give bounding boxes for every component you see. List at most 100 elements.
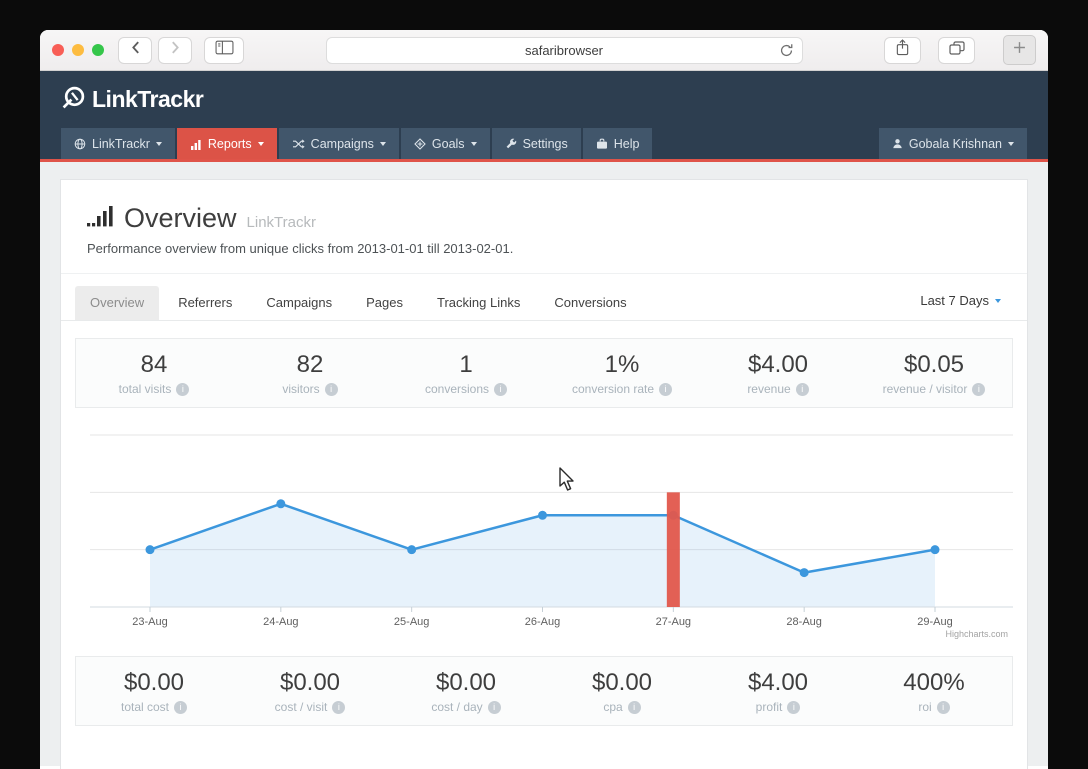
page-background: Overview LinkTrackr Performance overview… <box>40 162 1048 769</box>
address-bar[interactable]: safaribrowser <box>325 36 803 64</box>
minimize-window-button[interactable] <box>72 44 84 56</box>
user-name-label: Gobala Krishnan <box>908 136 1002 151</box>
stat-label: total cost <box>120 700 170 714</box>
info-icon[interactable]: i <box>787 700 801 714</box>
user-menu[interactable]: Gobala Krishnan <box>878 128 1027 159</box>
info-icon[interactable]: i <box>324 382 338 396</box>
nav-item-goals[interactable]: Goals <box>400 128 490 159</box>
nav-item-settings[interactable]: Settings <box>491 128 581 159</box>
nav-item-label: Settings <box>522 136 568 151</box>
report-tabs: Overview Referrers Campaigns Pages Track… <box>61 274 1027 321</box>
chevron-down-icon <box>995 299 1001 303</box>
back-button[interactable] <box>118 36 152 64</box>
nav-item-label: Reports <box>207 136 252 151</box>
stat-label: revenue <box>747 382 791 396</box>
zoom-window-button[interactable] <box>92 44 104 56</box>
share-icon <box>895 39 910 61</box>
chevron-down-icon <box>470 142 477 146</box>
stat-label: roi <box>918 700 932 714</box>
chevron-down-icon <box>1008 142 1014 146</box>
share-button[interactable] <box>884 36 921 64</box>
svg-text:29-Aug: 29-Aug <box>917 616 952 628</box>
nav-item-campaigns[interactable]: Campaigns <box>278 128 399 159</box>
info-icon[interactable]: i <box>972 382 986 396</box>
stat-label: revenue / visitor <box>882 382 968 396</box>
main-nav: LinkTrackr Reports Campaigns <box>40 128 1048 162</box>
info-icon[interactable]: i <box>795 382 809 396</box>
stats-panel-top: 84 total visits i 82 visitors i 1 conversi… <box>75 338 1013 408</box>
refresh-icon[interactable] <box>779 43 794 61</box>
new-tab-button[interactable] <box>1003 35 1036 65</box>
sidebar-toggle-button[interactable] <box>204 36 244 64</box>
stat-value: 400% <box>903 669 965 696</box>
mouse-cursor <box>558 467 577 498</box>
info-icon[interactable]: i <box>176 382 190 396</box>
linktrackr-logo[interactable]: LinkTrackr <box>61 85 204 115</box>
svg-text:Highcharts.com: Highcharts.com <box>945 629 1008 639</box>
nav-item-label: Help <box>613 136 640 151</box>
svg-text:26-Aug: 26-Aug <box>525 616 560 628</box>
title-block: Overview LinkTrackr Performance overview… <box>61 180 1027 274</box>
forward-button[interactable] <box>158 36 192 64</box>
stat-value: $4.00 <box>747 351 809 378</box>
chevron-down-icon <box>257 142 264 146</box>
info-icon[interactable]: i <box>627 700 641 714</box>
stat-cost-per-visit: $0.00 cost / visit i <box>232 657 388 725</box>
info-icon[interactable]: i <box>659 382 673 396</box>
stat-value: $0.00 <box>591 669 653 696</box>
stat-value: $0.00 <box>435 669 497 696</box>
shuffle-icon <box>292 138 305 150</box>
stat-value: 1% <box>604 351 640 378</box>
tab-campaigns[interactable]: Campaigns <box>266 295 333 310</box>
show-tabs-button[interactable] <box>938 36 975 64</box>
nav-item-label: LinkTrackr <box>92 136 150 151</box>
chevron-down-icon <box>155 142 162 146</box>
visits-chart[interactable]: 23-Aug 24-Aug 25-Aug 26-Aug 27-Aug 28-Aug 29-A… <box>75 412 1013 644</box>
stat-conversion-rate: 1% conversion rate i <box>544 339 700 407</box>
nav-item-linktrackr[interactable]: LinkTrackr <box>61 128 175 159</box>
stat-label: profit <box>755 700 783 714</box>
stat-label: total visits <box>118 382 172 396</box>
diamond-target-icon <box>414 137 426 150</box>
linktrackr-logo-icon <box>61 85 86 115</box>
stat-revenue: $4.00 revenue i <box>700 339 856 407</box>
close-window-button[interactable] <box>52 44 64 56</box>
stat-cost-per-day: $0.00 cost / day i <box>388 657 544 725</box>
tab-overview[interactable]: Overview <box>75 286 160 320</box>
date-range-selector[interactable]: Last 7 Days <box>920 293 1001 320</box>
nav-item-reports[interactable]: Reports <box>176 128 277 159</box>
info-icon[interactable]: i <box>936 700 950 714</box>
info-icon[interactable]: i <box>174 700 188 714</box>
stat-value: $4.00 <box>747 669 809 696</box>
stat-label: visitors <box>282 382 320 396</box>
tab-referrers[interactable]: Referrers <box>178 295 233 310</box>
nav-item-label: Goals <box>431 136 465 151</box>
svg-text:24-Aug: 24-Aug <box>263 616 298 628</box>
stat-cpa: $0.00 cpa i <box>544 657 700 725</box>
tab-pages[interactable]: Pages <box>366 295 404 310</box>
stat-value: $0.00 <box>123 669 185 696</box>
stat-label: cpa <box>603 700 623 714</box>
nav-item-help[interactable]: Help <box>582 128 653 159</box>
logo-text: LinkTrackr <box>92 86 204 112</box>
app-header: LinkTrackr <box>40 71 1048 128</box>
info-icon[interactable]: i <box>487 700 501 714</box>
info-icon[interactable]: i <box>332 700 346 714</box>
tab-conversions[interactable]: Conversions <box>554 295 627 310</box>
stat-total-cost: $0.00 total cost i <box>76 657 232 725</box>
briefcase-icon <box>596 138 608 150</box>
stat-value: 1 <box>459 351 473 378</box>
address-bar-text: safaribrowser <box>524 42 604 58</box>
stat-label: cost / visit <box>274 700 328 714</box>
page-title-text: Overview <box>124 203 237 233</box>
svg-text:23-Aug: 23-Aug <box>132 616 167 628</box>
chevron-right-icon <box>171 41 180 59</box>
report-bars-icon <box>87 205 114 232</box>
tab-tracking-links[interactable]: Tracking Links <box>437 295 521 310</box>
browser-window: safaribrowser <box>40 30 1048 769</box>
tabs-overview-icon <box>948 40 965 60</box>
wrench-icon <box>505 138 517 150</box>
date-range-label: Last 7 Days <box>920 293 989 308</box>
info-icon[interactable]: i <box>494 382 508 396</box>
stat-revenue-per-visitor: $0.05 revenue / visitor i <box>856 339 1012 407</box>
